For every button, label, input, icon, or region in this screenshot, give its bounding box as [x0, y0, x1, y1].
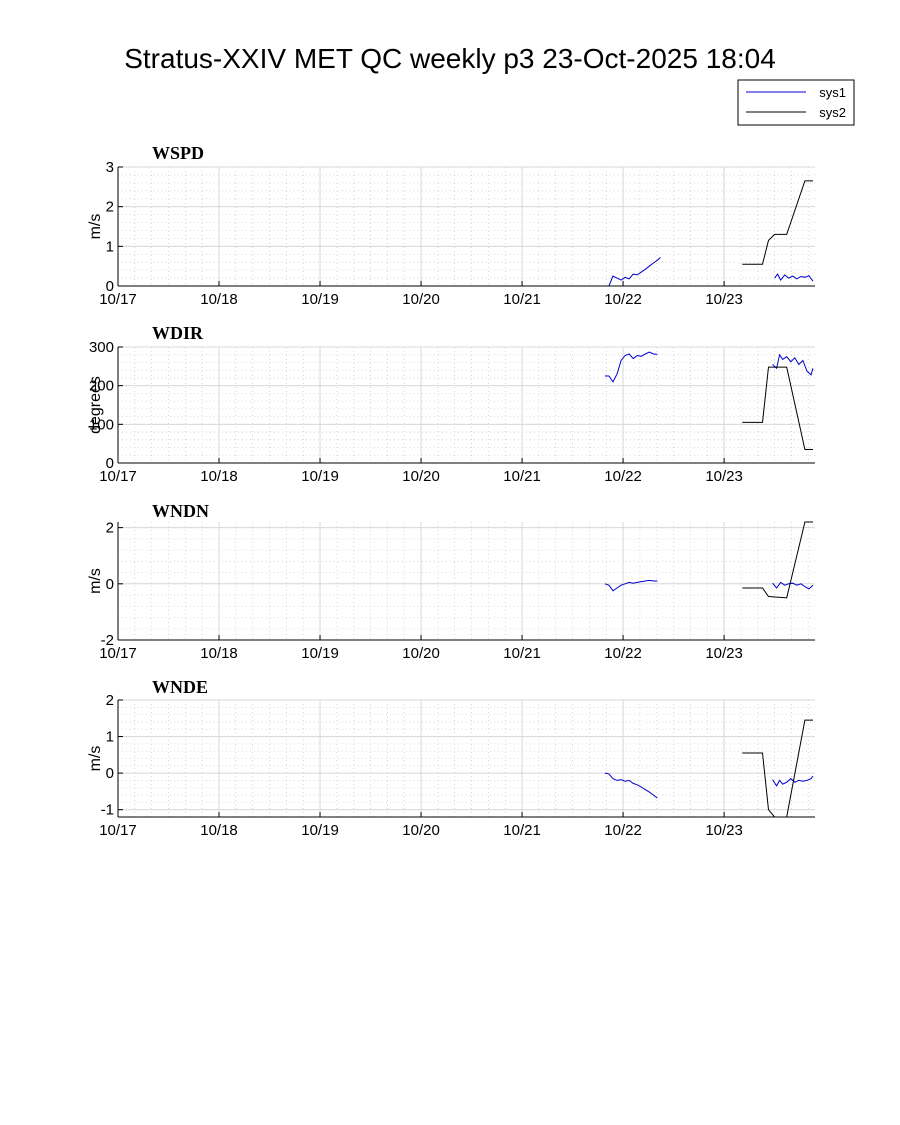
series-line-sys1-1: [772, 775, 814, 787]
minor-grid: [117, 166, 815, 287]
minor-grid: [117, 699, 815, 818]
x-tick-label: 10/23: [705, 645, 743, 662]
x-tick-label: 10/20: [402, 291, 440, 308]
x-tick-label: 10/18: [200, 291, 238, 308]
x-tick-label: 10/19: [301, 645, 339, 662]
y-axis-label: m/s: [87, 568, 104, 594]
y-tick-label: -1: [101, 802, 114, 819]
x-tick-label: 10/21: [503, 822, 541, 839]
x-tick-label: 10/23: [705, 468, 743, 485]
y-tick-label: -2: [101, 632, 114, 649]
series-line-sys1-1: [774, 273, 814, 282]
series-line-sys2-0: [742, 521, 813, 599]
x-tick-label: 10/18: [200, 468, 238, 485]
y-tick-label: 200: [89, 378, 114, 395]
chart-panels: 0 1 2 3 10/17 10/18 10/19 10/20 10/21 10/22 10/23 W…: [87, 143, 815, 839]
series-line-sys2-0: [742, 366, 813, 450]
panel-title: WSPD: [152, 143, 204, 163]
series-line-sys2-0: [742, 719, 813, 818]
major-grid: [117, 346, 815, 464]
series-line-sys1-0: [604, 579, 658, 592]
y-tick-label: 0: [106, 576, 114, 593]
y-tick-label: 2: [106, 520, 114, 537]
series-line-sys1-0: [608, 257, 661, 287]
y-axis-label: degrees: [87, 376, 104, 434]
y-tick-label: 2: [106, 692, 114, 709]
minor-grid: [117, 522, 815, 641]
y-tick-label: 300: [89, 339, 114, 356]
series-group: [604, 351, 814, 450]
y-tick-label: 100: [89, 416, 114, 433]
x-tick-label: 10/20: [402, 468, 440, 485]
x-tick-label: 10/17: [99, 291, 137, 308]
series-line-sys1-0: [604, 351, 658, 383]
series-group: [604, 719, 814, 818]
panel-title: WNDN: [152, 501, 209, 521]
y-tick-label: 1: [106, 238, 114, 255]
legend: sys1 sys2: [737, 79, 855, 126]
panel-wspd: 0 1 2 3 10/17 10/18 10/19 10/20 10/21 10/22 10/23 W…: [87, 143, 815, 308]
series-line-sys1-1: [772, 581, 814, 590]
panel-title: WDIR: [152, 323, 204, 343]
major-grid: [117, 522, 815, 641]
x-tick-label: 10/17: [99, 468, 137, 485]
x-tick-label: 10/19: [301, 468, 339, 485]
x-tick-label: 10/21: [503, 291, 541, 308]
y-tick-label: 0: [106, 765, 114, 782]
y-tick-label: 0: [106, 278, 114, 295]
panel-wndn: -2 0 2 10/17 10/18 10/19 10/20 10/21 10/22 10/23 W…: [87, 501, 815, 662]
series-group: [608, 180, 814, 287]
minor-grid: [117, 346, 815, 464]
x-tick-label: 10/18: [200, 822, 238, 839]
y-axis-label: m/s: [87, 746, 104, 772]
legend-label-sys2: sys2: [819, 105, 846, 120]
x-tick-label: 10/22: [604, 468, 642, 485]
x-tick-label: 10/19: [301, 291, 339, 308]
x-tick-label: 10/22: [604, 291, 642, 308]
x-tick-label: 10/17: [99, 645, 137, 662]
x-tick-label: 10/23: [705, 291, 743, 308]
x-tick-label: 10/21: [503, 645, 541, 662]
y-tick-label: 2: [106, 199, 114, 216]
series-line-sys1-0: [604, 772, 658, 799]
y-tick-label: 3: [106, 159, 114, 176]
series-group: [604, 521, 814, 599]
legend-label-sys1: sys1: [819, 85, 846, 100]
x-tick-label: 10/23: [705, 822, 743, 839]
figure-title: Stratus-XXIV MET QC weekly p3 23-Oct-202…: [124, 43, 776, 74]
series-line-sys2-0: [742, 180, 813, 265]
x-tick-label: 10/19: [301, 822, 339, 839]
panel-wdir: 0 100 200 300 10/17 10/18 10/19 10/20 10/21 10/22…: [87, 323, 815, 485]
legend-box: [737, 79, 855, 126]
x-tick-label: 10/22: [604, 822, 642, 839]
x-tick-label: 10/20: [402, 645, 440, 662]
x-tick-label: 10/22: [604, 645, 642, 662]
x-tick-label: 10/21: [503, 468, 541, 485]
panel-wnde: -1 0 1 2 10/17 10/18 10/19 10/20 10/21 10/22 10/23…: [87, 677, 815, 839]
y-axis-label: m/s: [87, 214, 104, 240]
panel-title: WNDE: [152, 677, 208, 697]
y-tick-label: 0: [106, 455, 114, 472]
x-tick-label: 10/18: [200, 645, 238, 662]
y-tick-label: 1: [106, 729, 114, 746]
series-line-sys1-1: [772, 353, 814, 376]
x-tick-label: 10/17: [99, 822, 137, 839]
major-grid: [117, 166, 815, 287]
x-tick-label: 10/20: [402, 822, 440, 839]
